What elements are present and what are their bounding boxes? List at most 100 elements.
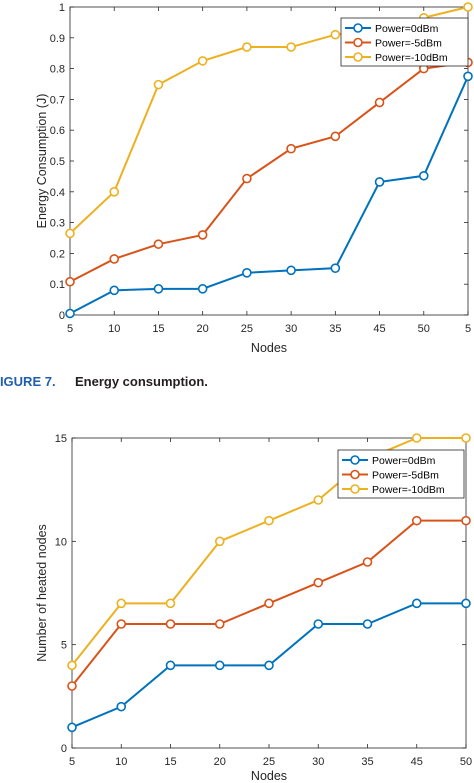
data-point	[197, 56, 208, 66]
data-point	[264, 515, 274, 526]
x-tick-label: 30	[312, 756, 324, 768]
data-point	[242, 268, 252, 278]
data-point	[65, 228, 75, 239]
figure-caption-text: Energy consumption.	[75, 374, 208, 389]
data-point	[374, 177, 385, 187]
legend-label: Power=0dBm	[375, 23, 439, 35]
data-point	[214, 619, 225, 629]
y-tick-label: 0	[61, 743, 67, 755]
data-point	[313, 619, 324, 629]
y-axis-label: Number of heated nodes	[35, 524, 49, 662]
data-point	[153, 79, 164, 90]
series-line-1	[69, 75, 469, 315]
x-tick-label: 50	[418, 323, 430, 335]
legend-swatch-marker	[353, 37, 363, 48]
y-tick-label: 0.2	[50, 248, 65, 260]
x-tick-label: 20	[214, 756, 226, 768]
y-tick-label: 0.1	[50, 279, 65, 291]
legend-label: Power=0dBm	[372, 455, 436, 467]
legend-swatch-marker	[353, 52, 363, 62]
x-axis-label: Nodes	[251, 341, 287, 355]
legend-swatch-marker	[353, 23, 363, 33]
x-tick-label: 15	[164, 756, 176, 768]
x-tick-label: 5	[67, 323, 73, 335]
data-point	[165, 660, 176, 671]
data-point	[109, 254, 120, 264]
data-point	[411, 515, 422, 526]
data-point	[330, 131, 341, 142]
data-point	[286, 265, 296, 276]
data-point	[330, 263, 341, 273]
data-point	[461, 598, 471, 609]
data-point	[411, 598, 422, 609]
x-tick-label: 5	[465, 323, 471, 335]
x-tick-label: 10	[115, 756, 127, 768]
data-point	[264, 660, 274, 671]
data-point	[109, 285, 120, 296]
legend-swatch-marker	[350, 484, 360, 494]
data-point	[461, 515, 471, 526]
y-tick-label: 0.3	[50, 218, 65, 230]
data-point	[242, 173, 252, 184]
data-point	[461, 433, 471, 443]
data-point	[109, 187, 120, 197]
data-point	[67, 681, 77, 691]
legend-swatch-marker	[350, 455, 360, 465]
data-point	[264, 598, 274, 609]
figure-caption-number: FIGURE 7.	[0, 374, 56, 389]
legend-swatch-marker	[350, 469, 360, 480]
series-line-2	[69, 61, 469, 283]
y-tick-label: 0.4	[50, 187, 65, 199]
data-point	[286, 143, 296, 154]
data-point	[153, 239, 164, 249]
y-tick-label: 1	[59, 2, 65, 14]
x-tick-label: 25	[263, 756, 275, 768]
x-tick-label: 50	[460, 756, 472, 768]
y-tick-label: 15	[55, 433, 67, 445]
x-axis-label: Nodes	[251, 769, 287, 783]
legend-label: Power=-5dBm	[375, 38, 442, 50]
y-tick-label: 0	[59, 310, 65, 322]
x-tick-label: 15	[152, 323, 164, 335]
x-tick-label: 35	[329, 323, 341, 335]
data-point	[313, 495, 324, 505]
data-point	[153, 284, 164, 294]
data-point	[242, 42, 252, 52]
y-tick-label: 0.7	[50, 94, 65, 106]
data-point	[411, 433, 422, 443]
data-point	[463, 71, 473, 82]
data-point	[116, 619, 127, 629]
data-point	[313, 577, 324, 588]
data-point	[116, 701, 127, 712]
data-point	[374, 97, 385, 108]
x-tick-label: 25	[241, 323, 253, 335]
x-tick-label: 35	[361, 756, 373, 768]
y-tick-label: 0.5	[50, 156, 65, 168]
legend: Power=0dBm Power=-5dBm Power=-10dBm	[340, 17, 469, 67]
data-point	[463, 2, 473, 12]
x-tick-label: 20	[197, 323, 209, 335]
data-point	[362, 619, 373, 629]
y-tick-label: 0.9	[50, 33, 65, 45]
data-point	[165, 619, 176, 629]
x-tick-label: 45	[373, 323, 385, 335]
data-point	[197, 284, 208, 294]
data-point	[214, 536, 225, 547]
data-point	[214, 660, 225, 671]
data-point	[67, 722, 77, 733]
legend-label: Power=-10dBm	[375, 52, 448, 64]
data-point	[330, 29, 341, 40]
y-tick-label: 0.6	[50, 125, 65, 137]
x-tick-label: 30	[285, 323, 297, 335]
data-point	[418, 170, 429, 181]
x-tick-label: 5	[69, 756, 75, 768]
y-tick-label: 10	[55, 536, 67, 548]
data-point	[65, 308, 75, 319]
data-point	[65, 276, 75, 287]
y-axis-label: Energy Consumption (J)	[35, 94, 49, 229]
data-point	[286, 42, 296, 52]
data-point	[116, 598, 127, 609]
data-point	[362, 557, 373, 567]
